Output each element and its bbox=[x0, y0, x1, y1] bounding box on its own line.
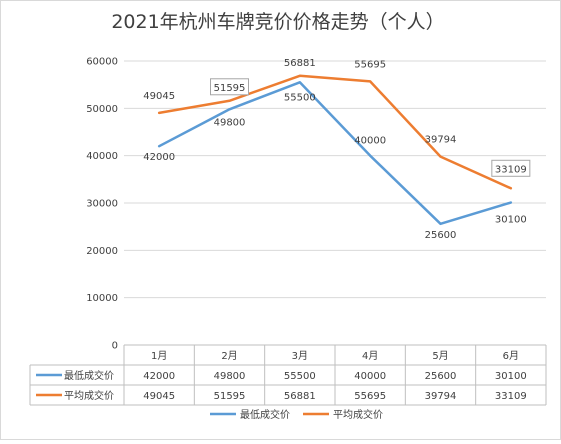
x-tick-label: 6月 bbox=[503, 350, 519, 362]
x-tick-label: 5月 bbox=[432, 350, 448, 362]
table-cell: 51595 bbox=[214, 391, 246, 402]
table-cell: 49045 bbox=[143, 391, 175, 402]
data-label: 25600 bbox=[425, 230, 457, 241]
y-tick-label: 0 bbox=[112, 341, 118, 352]
data-label: 49045 bbox=[143, 91, 175, 102]
data-label: 56881 bbox=[284, 58, 316, 69]
table-cell: 25600 bbox=[425, 371, 457, 382]
table-cell: 55695 bbox=[354, 391, 386, 402]
x-tick-label: 3月 bbox=[292, 350, 308, 362]
x-tick-label: 1月 bbox=[151, 350, 167, 362]
legend-label: 最低成交价 bbox=[240, 408, 290, 421]
x-tick-label: 2月 bbox=[221, 350, 237, 362]
data-label: 42000 bbox=[143, 152, 175, 163]
y-tick-label: 30000 bbox=[86, 199, 118, 210]
x-tick-label: 4月 bbox=[362, 350, 378, 362]
table-cell: 39794 bbox=[425, 391, 457, 402]
y-tick-label: 50000 bbox=[86, 104, 118, 115]
y-tick-label: 20000 bbox=[86, 246, 118, 257]
table-cell: 49800 bbox=[214, 371, 246, 382]
chart-title: 2021年杭州车牌竞价价格走势（个人） bbox=[111, 11, 444, 33]
series-line-1 bbox=[157, 74, 513, 190]
y-tick-label: 10000 bbox=[86, 293, 118, 304]
y-tick-label: 40000 bbox=[86, 151, 118, 162]
data-label: 51595 bbox=[214, 83, 246, 94]
table-cell: 56881 bbox=[284, 391, 316, 402]
data-label: 33109 bbox=[495, 164, 527, 175]
data-label: 30100 bbox=[495, 215, 527, 226]
data-label: 39794 bbox=[425, 135, 457, 146]
series-line-0 bbox=[157, 81, 513, 226]
data-label: 40000 bbox=[354, 136, 386, 147]
table-cell: 30100 bbox=[495, 371, 527, 382]
table-series-name: 平均成交价 bbox=[64, 389, 114, 402]
y-tick-label: 60000 bbox=[86, 57, 118, 68]
data-label: 55695 bbox=[354, 59, 386, 70]
table-series-name: 最低成交价 bbox=[64, 369, 114, 382]
data-label: 55500 bbox=[284, 92, 316, 103]
legend-label: 平均成交价 bbox=[333, 408, 383, 421]
table-cell: 55500 bbox=[284, 371, 316, 382]
data-label-box bbox=[491, 159, 531, 177]
table-cell: 33109 bbox=[495, 391, 527, 402]
table-cell: 42000 bbox=[143, 371, 175, 382]
table-cell: 40000 bbox=[354, 371, 386, 382]
data-label-box bbox=[210, 78, 249, 96]
data-label: 49800 bbox=[214, 117, 246, 128]
